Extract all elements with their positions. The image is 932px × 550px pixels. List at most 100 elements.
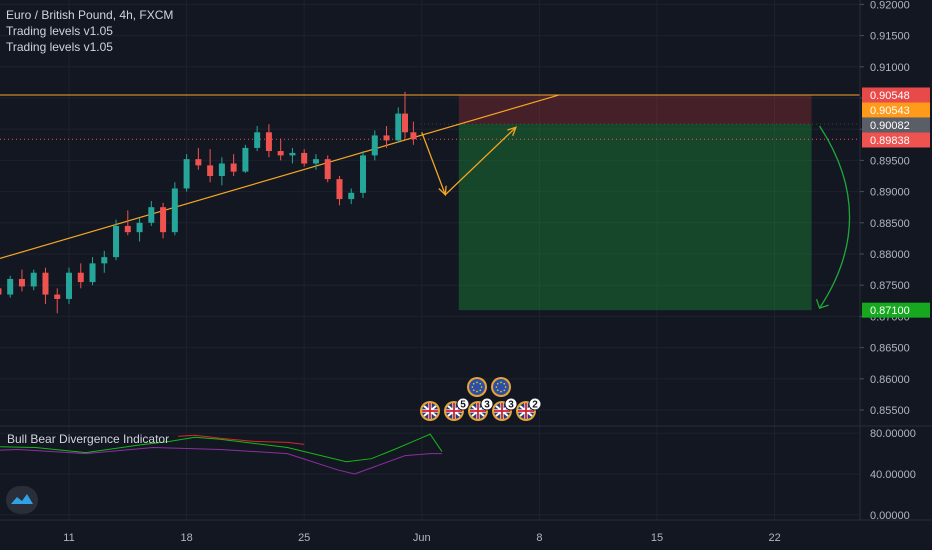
price-tick-label-9: 0.87500 [870, 280, 910, 292]
projection-arrowhead-up [507, 126, 517, 136]
candle-body-10 [66, 272, 72, 299]
candle-body-12 [89, 263, 96, 283]
eu-flag-star-0-5 [472, 382, 475, 385]
candle-body-38 [395, 113, 402, 141]
candle-body-34 [348, 192, 355, 200]
candle-body-26 [254, 132, 261, 148]
tradingview-logo-icon [11, 494, 33, 504]
candle-body-4 [0, 288, 2, 295]
target-curve-arrowhead [815, 298, 829, 309]
economic-events[interactable]: 5 3 3 2 [420, 377, 542, 421]
candle-body-22 [207, 165, 214, 176]
event-badge-count-3: 3 [508, 400, 514, 411]
price-tick-label-1: 0.91500 [870, 31, 910, 43]
price-label-bg-0 [862, 87, 930, 103]
event-badge-bg-3 [504, 397, 518, 411]
candles [0, 91, 417, 314]
candle-body-30 [301, 152, 308, 164]
candle-body-7 [30, 272, 37, 287]
candle-body-6 [18, 278, 25, 287]
candle-body-24 [230, 163, 237, 172]
eu-flag-star-1-1 [503, 389, 506, 392]
price-tick-label-11: 0.86500 [870, 343, 910, 355]
event-badge-bg-2 [480, 397, 494, 411]
price-tick-label-7: 0.88500 [870, 218, 910, 230]
time-tick-label-6: 22 [768, 532, 780, 544]
candle-body-18 [160, 207, 167, 233]
eu-flag-star-0-3 [472, 389, 475, 392]
time-tick-label-4: 8 [536, 532, 542, 544]
eu-flag-star-1-4 [495, 386, 498, 388]
candle-body-39 [402, 113, 408, 133]
price-label-text-4: 0.87100 [870, 305, 910, 317]
candle-body-11 [77, 272, 84, 283]
indicator-series-2 [0, 446, 442, 475]
candle-body-35 [360, 155, 366, 193]
stop-loss-zone [458, 94, 812, 125]
price-tick-label-12: 0.86000 [870, 374, 910, 386]
uk-flag-v-red-3 [501, 403, 503, 419]
time-tick-label-3: Jun [413, 532, 431, 544]
event-badge-count-4: 2 [532, 400, 538, 411]
indicator-tick-label-0: 80.00000 [870, 428, 916, 440]
indicator-legend-1[interactable]: Trading levels v1.05 [6, 24, 113, 38]
event-badge-bg-1 [456, 397, 470, 411]
horizontal-levels[interactable] [0, 94, 860, 140]
eu-flag-star-0-1 [479, 389, 482, 392]
candle-body-37 [383, 135, 390, 141]
uk-flag-v-red-0 [429, 403, 431, 419]
candle-body-5 [7, 278, 14, 295]
candle-body-40 [410, 132, 417, 140]
candle-body-23 [218, 163, 225, 176]
eu-flag-star-0-2 [476, 390, 478, 393]
eu-flag-star-1-5 [496, 382, 499, 385]
grid-lines [0, 0, 860, 520]
price-tick-label-0: 0.92000 [870, 0, 910, 11]
symbol-title[interactable]: Euro / British Pound, 4h, FXCM [6, 8, 173, 22]
candle-body-8 [42, 272, 49, 295]
candle-body-14 [113, 225, 120, 258]
event-badge-bg-4 [528, 397, 542, 411]
time-tick-label-1: 18 [180, 532, 192, 544]
eu-flag-star-1-0 [504, 386, 507, 388]
indicator-pane-title[interactable]: Bull Bear Divergence Indicator [7, 432, 169, 446]
candle-body-21 [195, 159, 202, 166]
candle-body-15 [124, 225, 131, 233]
price-label-bg-2 [862, 117, 930, 133]
indicator-series-0 [0, 433, 443, 463]
price-tick-label-6: 0.89000 [870, 187, 910, 199]
price-label-text-1: 0.90543 [870, 105, 910, 117]
price-label-bg-1 [862, 102, 930, 118]
eu-flag-icon-1 [493, 379, 509, 395]
candle-body-20 [183, 159, 190, 189]
eu-flag-star-1-6 [500, 381, 502, 384]
projection-arrowhead-down [438, 185, 447, 197]
projection-arrow[interactable] [421, 126, 517, 197]
indicator-legend-2[interactable]: Trading levels v1.05 [6, 40, 113, 54]
eu-flag-star-1-3 [496, 389, 499, 392]
indicator-tick-label-2: 0.00000 [870, 510, 910, 522]
candle-body-31 [312, 159, 319, 164]
price-label-text-2: 0.90082 [870, 120, 910, 132]
price-label-text-0: 0.90548 [870, 90, 910, 102]
eu-flag-star-0-4 [471, 386, 474, 388]
eu-flag-icon-0 [469, 379, 485, 395]
eu-flag-star-1-7 [503, 382, 506, 385]
trend-line-segment [0, 94, 560, 260]
position-zones[interactable] [458, 94, 851, 311]
candle-body-28 [277, 151, 284, 156]
uk-flag-v-red-2 [477, 403, 479, 419]
price-tick-label-5: 0.89500 [870, 155, 910, 167]
candle-body-25 [242, 147, 249, 172]
candle-body-19 [171, 188, 178, 233]
uk-flag-v-red-4 [525, 403, 527, 419]
eu-flag-star-1-2 [500, 390, 502, 393]
candle-body-29 [289, 152, 296, 156]
trend-line[interactable] [0, 94, 560, 288]
candle-body-33 [336, 179, 343, 200]
candle-body-32 [324, 159, 331, 180]
target-curve-arrow [819, 125, 851, 309]
